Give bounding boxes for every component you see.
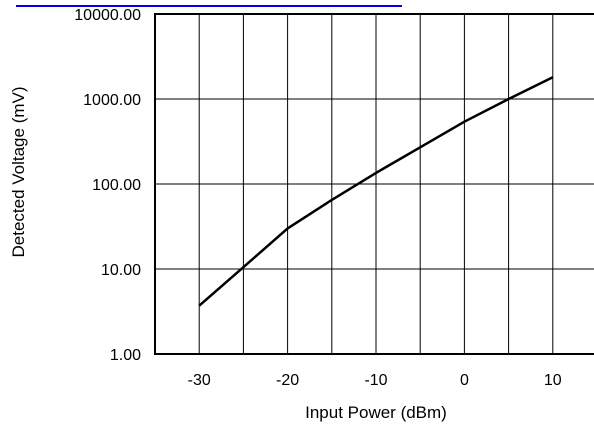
x-tick-label: 0 bbox=[460, 372, 469, 389]
series-line bbox=[198, 76, 554, 307]
x-tick-label: 10 bbox=[544, 372, 562, 389]
y-tick-label: 10.00 bbox=[101, 262, 141, 279]
x-axis-title: Input Power (dBm) bbox=[305, 403, 447, 422]
x-tick-label: -30 bbox=[188, 372, 211, 389]
plot-frame bbox=[154, 13, 594, 355]
y-tick-label: 1.00 bbox=[110, 347, 141, 364]
y-axis-ticks: 1.00 10.00 100.00 1000.00 10000.00 bbox=[74, 7, 141, 364]
y-tick-label: 1000.00 bbox=[83, 92, 141, 109]
grid bbox=[155, 14, 594, 354]
y-tick-label: 10000.00 bbox=[74, 7, 141, 24]
series-layer bbox=[198, 76, 554, 307]
y-axis-title: Detected Voltage (mV) bbox=[9, 86, 28, 257]
x-tick-label: -10 bbox=[364, 372, 387, 389]
x-tick-label: -20 bbox=[276, 372, 299, 389]
y-tick-label: 100.00 bbox=[92, 177, 141, 194]
x-axis-ticks: -30 -20 -10 0 10 bbox=[188, 372, 562, 389]
